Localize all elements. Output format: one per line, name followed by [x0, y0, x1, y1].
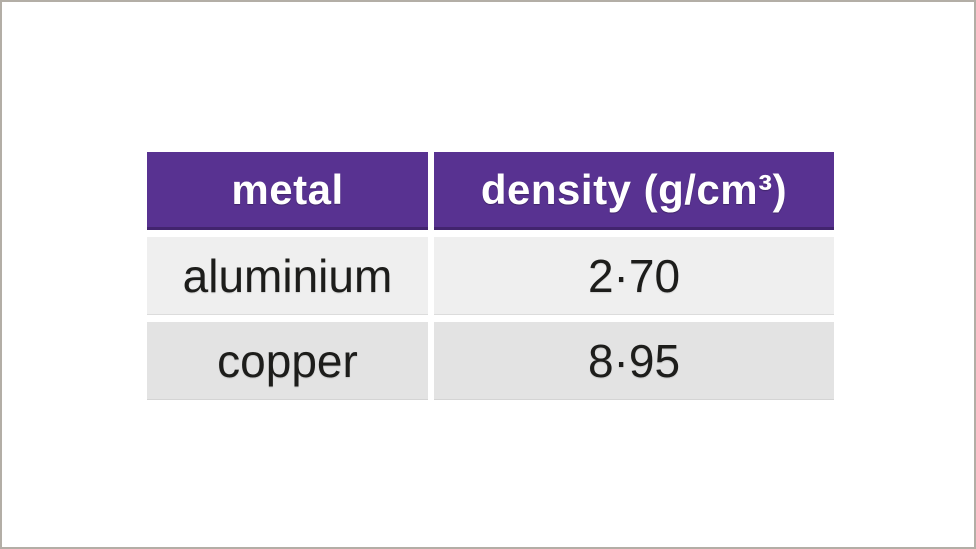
header-cell-metal: metal: [147, 152, 428, 230]
header-cell-density: density (g/cm³): [434, 152, 834, 230]
cell-density-copper: 8·95: [434, 322, 834, 400]
density-table: metal density (g/cm³) aluminium 2·70 cop…: [147, 152, 834, 400]
cell-metal-copper: copper: [147, 322, 428, 400]
cell-density-aluminium: 2·70: [434, 237, 834, 315]
cell-metal-aluminium: aluminium: [147, 237, 428, 315]
